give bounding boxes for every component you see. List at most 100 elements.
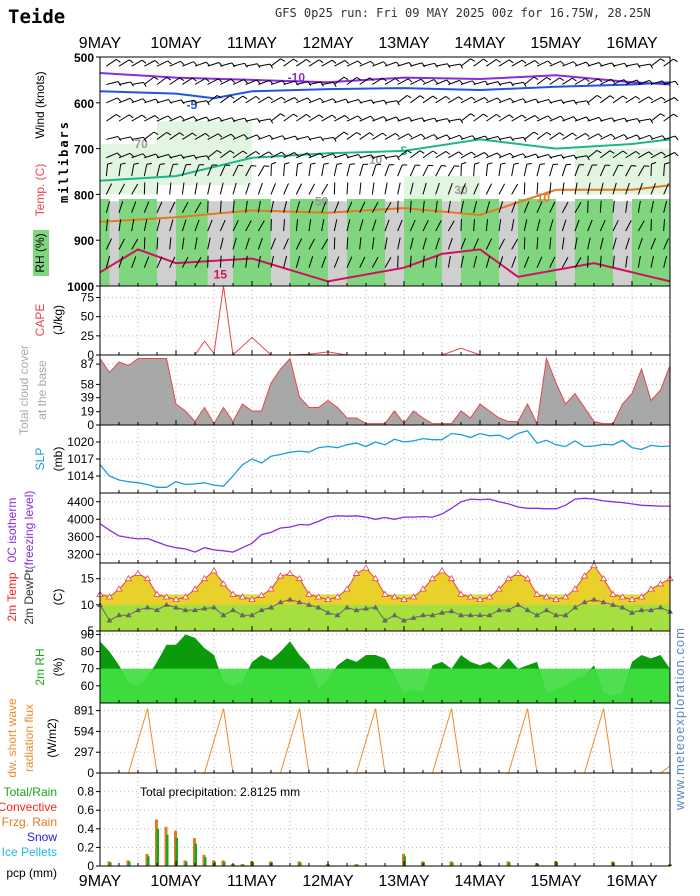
wind-barb [422,237,427,250]
wind-barb [156,99,169,104]
dewpt-point [619,604,626,610]
wind-barb [194,182,198,195]
wind-barb [105,255,111,268]
wind-barb-flag [294,152,299,157]
wind-barb-flag [159,163,165,165]
y-tick-label: 19 [81,405,95,419]
temp-point [533,590,541,597]
wind-barb [663,58,674,67]
wind-barb [485,238,493,250]
temp2m-label: 2m Temp [5,572,19,621]
wind-barb [561,219,567,232]
wind-barb-flag [496,113,501,118]
wind-barb [346,115,359,122]
wind-barb-flag [546,76,552,81]
wind-barb [574,155,587,159]
wind-barb [612,237,617,250]
wind-barb [143,201,150,213]
wind-barb [409,255,412,268]
wind-barb-flag [395,133,400,137]
wind-barb-flag [474,162,480,165]
y-tick-label: 90 [81,627,95,641]
temp-point [580,572,589,579]
wind-barb-flag [242,150,248,155]
wind-barb [182,99,195,104]
wind-barb [511,219,515,232]
wind-barb-flag [674,152,679,157]
wind-barb [663,164,665,177]
wind-barb [296,113,307,122]
rh-label-bg [33,230,49,276]
wind-barb [181,237,185,250]
dewpt-point [230,607,236,613]
wind-barb-flag [166,131,172,136]
wind-barb-flag [500,162,506,165]
precip-bar-rain [156,828,159,866]
wind-barb [182,61,194,67]
wind-barb [220,78,232,85]
wind-barb-flag [370,115,375,121]
y-tick-label: 0 [87,348,94,362]
wind-barb [460,113,471,122]
wind-barb [409,182,414,195]
wind-barb-flag [660,113,666,117]
cape-line [100,285,670,357]
wind-barb [397,150,408,159]
y-tick-label: 58 [81,377,95,391]
isotherm-line [99,81,671,100]
wind-barb [321,238,329,250]
wind-barb-flag [230,133,236,138]
dewpt-point [505,607,512,613]
wind-barb-flag [509,152,514,158]
date-label-bottom: 10MAY [150,873,202,890]
wind-barb [219,219,226,232]
wind-barb [536,76,547,85]
wind-barb-flag [255,96,261,100]
wind-barb [194,100,207,104]
y-tick-label: 0 [87,418,94,432]
wind-barb [599,164,606,177]
wind-barb [498,97,511,104]
wind-barb [220,133,232,140]
wind-barb [498,183,506,195]
wind-barb-flag [344,60,350,65]
wind-barb [118,219,122,232]
wind-barb [308,81,321,85]
wind-barb [219,237,224,250]
wind-barb [156,219,161,232]
wind-barb [359,219,364,232]
isotherm-line [99,248,671,283]
dewpt-point [382,617,388,623]
wind-barb [663,183,669,195]
wind-barb [308,256,314,268]
wind-barb [232,220,239,232]
wind-barb [220,62,233,67]
wind-barb-flag [471,96,476,101]
wind-barb [524,76,535,85]
wind-barb [549,164,554,177]
wind-barb [473,164,475,177]
wind-barb-flag [459,134,464,140]
slp-label: SLP [33,448,47,471]
wind-barb-flag [331,59,337,64]
date-label-bottom: 9MAY [79,873,122,890]
wind-barb [258,79,270,85]
wind-barb [625,63,638,67]
precip-bar-rain [299,862,302,866]
wind-barb [511,136,524,140]
precip-bar-rain [669,864,672,866]
wind-barb [105,183,113,195]
wind-barb-flag [343,131,349,136]
wind-barb [562,99,575,104]
dewpt-point [135,607,141,613]
run-info: GFS 0p25 run: Fri 09 MAY 2025 00z for 16… [275,6,651,20]
wind-barb [333,256,340,268]
wind-barb [486,81,499,85]
wind-barb [447,220,455,232]
wind-barb [232,95,244,104]
wind-barb [574,164,580,177]
wind-barb [637,237,643,250]
wind-barb-flag [533,76,539,81]
wind-barb-flag [192,132,197,137]
temp-point [514,569,522,576]
